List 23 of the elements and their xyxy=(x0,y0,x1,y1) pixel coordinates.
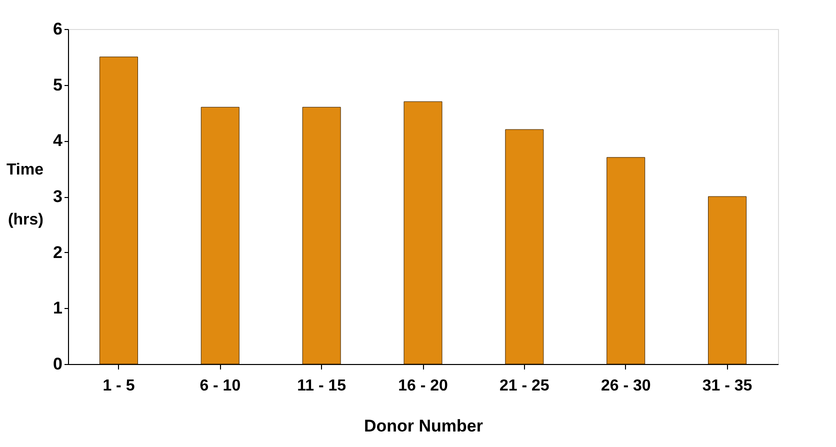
x-tick-label: 16 - 20 xyxy=(398,378,448,394)
x-tick-label: 6 - 10 xyxy=(200,378,241,394)
x-tick-label: 21 - 25 xyxy=(500,378,550,394)
bar xyxy=(505,129,544,364)
x-tick-label: 26 - 30 xyxy=(600,378,651,394)
y-tick-label: 1 xyxy=(53,298,62,318)
x-axis-title: Donor Number xyxy=(364,416,484,436)
y-tick-label: 3 xyxy=(53,187,62,206)
y-tick-label: 0 xyxy=(53,354,62,374)
x-tick-label: 1 - 5 xyxy=(102,378,135,394)
bar xyxy=(708,196,747,364)
bar xyxy=(404,101,442,364)
x-tick-label: 31 - 35 xyxy=(702,378,752,394)
bar xyxy=(99,56,138,364)
x-tick-label: 11 - 15 xyxy=(297,378,346,394)
y-tick-label: 6 xyxy=(53,20,62,38)
y-tick-label: 2 xyxy=(53,242,62,262)
bar xyxy=(302,106,341,364)
text: Time (hrs) xyxy=(6,162,44,228)
bar xyxy=(200,106,240,364)
y-tick-label: 5 xyxy=(53,75,62,94)
bar xyxy=(606,157,646,364)
y-tick-label: 4 xyxy=(53,131,64,150)
